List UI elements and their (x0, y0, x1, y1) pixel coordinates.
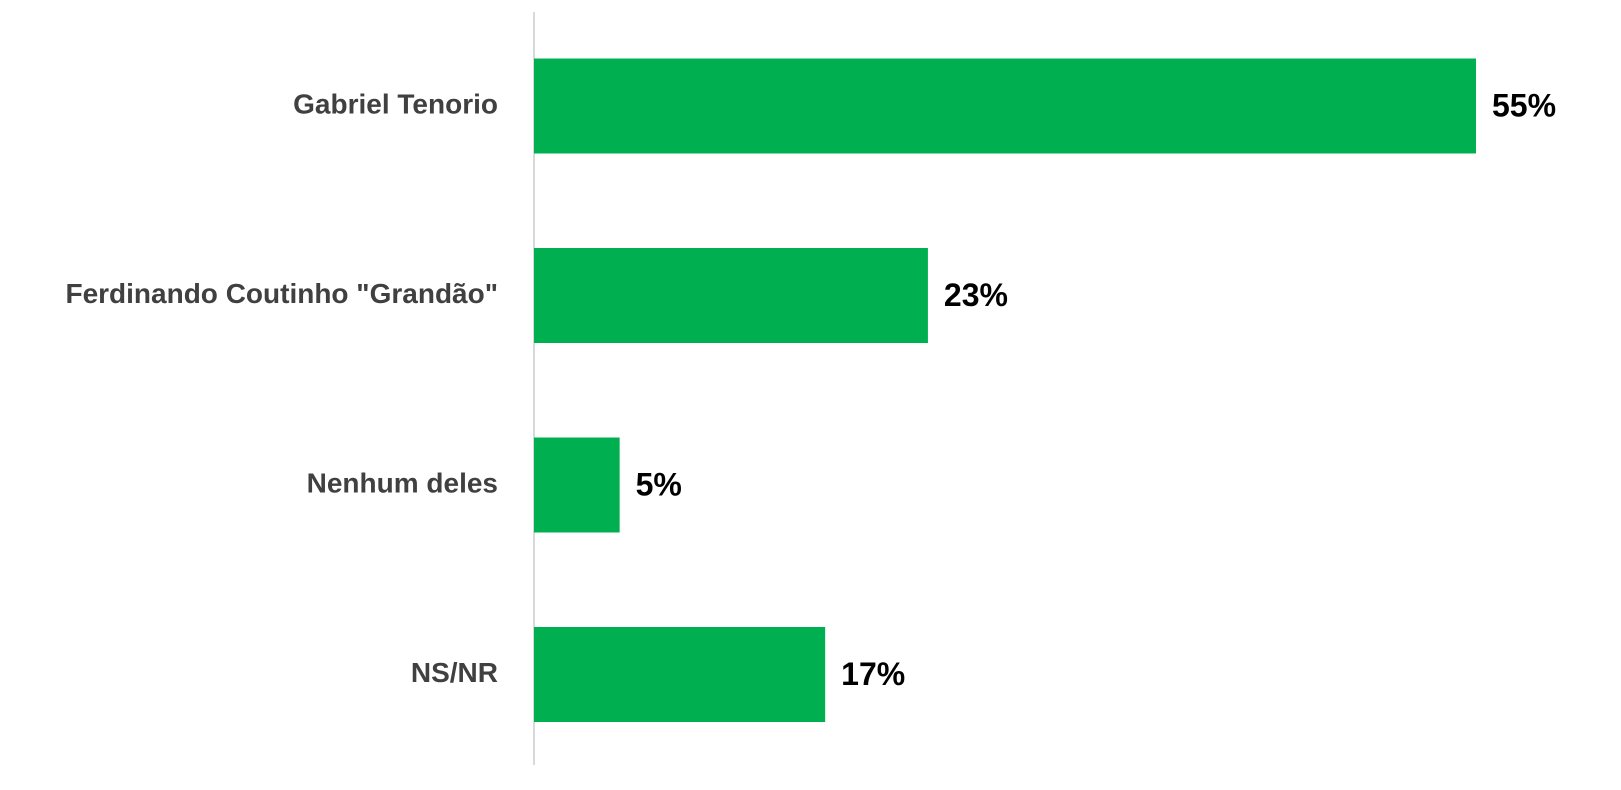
category-label: Nenhum deles (307, 467, 498, 498)
data-label: 5% (636, 466, 682, 502)
data-label: 17% (841, 656, 905, 692)
bar (534, 627, 826, 722)
bar (534, 58, 1476, 154)
data-label: 55% (1492, 87, 1556, 123)
category-label: NS/NR (411, 657, 498, 688)
data-label: 23% (944, 277, 1008, 313)
category-label: Gabriel Tenorio (293, 88, 498, 119)
bar (534, 248, 928, 343)
bar (534, 437, 620, 533)
category-label: Ferdinando Coutinho "Grandão" (65, 278, 498, 309)
